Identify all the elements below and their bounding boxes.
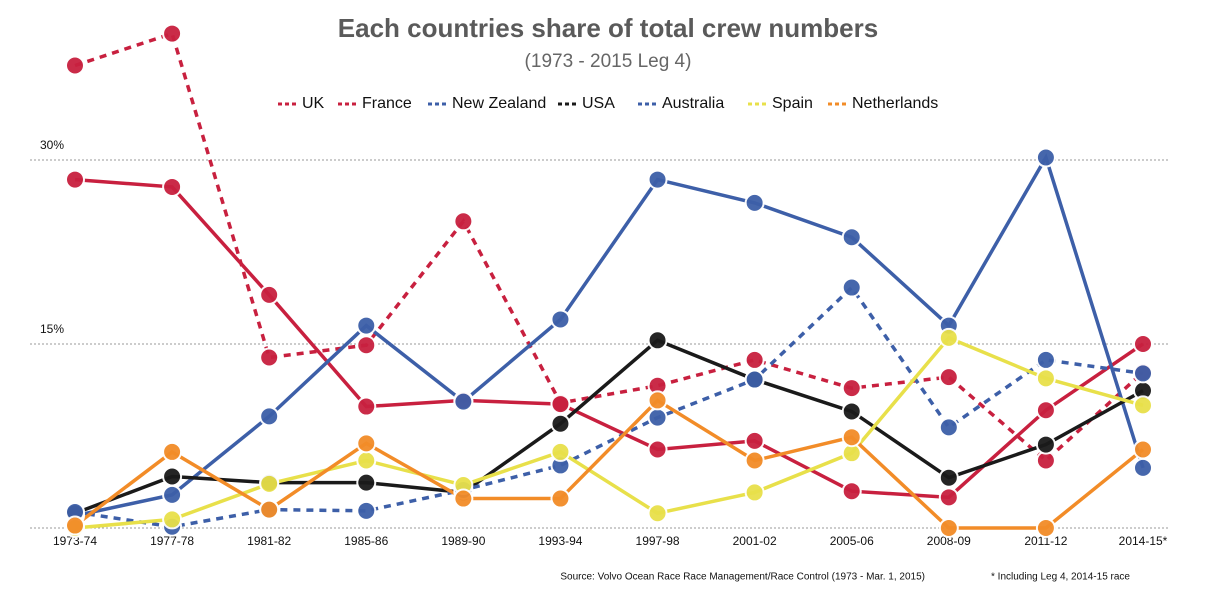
- x-tick-label: 2011-12: [1024, 534, 1067, 548]
- series-line: [74, 153, 1145, 518]
- x-tick-label: 1993-94: [538, 534, 582, 548]
- footnote: * Including Leg 4, 2014-15 race: [991, 572, 1130, 583]
- data-point: [938, 518, 959, 538]
- data-point: [938, 367, 959, 388]
- legend-label: New Zealand: [452, 95, 546, 112]
- legend-label: France: [362, 95, 412, 112]
- data-point: [647, 169, 668, 190]
- data-point: [647, 390, 668, 411]
- data-point: [550, 413, 571, 434]
- x-tick-label: 2008-09: [927, 534, 971, 548]
- series-line: [74, 31, 1145, 463]
- data-point: [744, 430, 765, 451]
- data-point: [162, 23, 183, 44]
- data-point: [1035, 518, 1056, 538]
- data-point: [65, 169, 85, 190]
- data-point: [744, 482, 765, 503]
- data-point: [938, 487, 959, 508]
- chart-title: Each countries share of total crew numbe…: [338, 13, 878, 43]
- series-line: [74, 335, 1144, 530]
- source: Source: Volvo Ocean Race Race Management…: [560, 572, 925, 583]
- data-point: [356, 500, 377, 521]
- x-tick-label: 1989-90: [441, 534, 485, 548]
- x-tick-label: 1997-98: [636, 534, 680, 548]
- data-point: [550, 309, 571, 330]
- data-point: [1133, 363, 1153, 384]
- x-tick-label: 1973-74: [53, 534, 97, 548]
- data-point: [647, 330, 668, 351]
- data-point: [1035, 368, 1056, 389]
- data-point: [1035, 434, 1056, 455]
- x-tick-label: 1981-82: [247, 534, 291, 548]
- data-point: [65, 55, 85, 76]
- data-point: [841, 481, 862, 502]
- data-point: [65, 515, 85, 536]
- data-point: [1133, 333, 1153, 354]
- x-tick-label: 1985-86: [344, 534, 388, 548]
- legend-label: UK: [302, 95, 325, 112]
- data-point: [259, 473, 280, 494]
- data-point: [744, 450, 765, 471]
- legend-label: Spain: [772, 95, 813, 112]
- data-point: [550, 441, 571, 462]
- x-tick-label: 2001-02: [733, 534, 777, 548]
- data-point: [1035, 400, 1056, 421]
- x-tick-label: 2005-06: [830, 534, 874, 548]
- data-point: [938, 467, 959, 488]
- x-tick-label: 1977-78: [150, 534, 194, 548]
- data-point: [647, 407, 668, 428]
- data-point: [356, 396, 377, 417]
- data-point: [259, 347, 280, 368]
- chart-subtitle: (1973 - 2015 Leg 4): [525, 51, 692, 72]
- series-line: [73, 398, 1145, 530]
- data-point: [550, 394, 571, 415]
- data-point: [162, 441, 183, 462]
- data-point: [647, 439, 668, 460]
- data-point: [1035, 147, 1056, 168]
- data-point: [841, 227, 862, 248]
- data-point: [647, 503, 668, 524]
- data-point: [841, 427, 862, 448]
- legend-label: USA: [582, 95, 615, 112]
- data-point: [841, 378, 862, 399]
- legend-label: Netherlands: [852, 95, 938, 112]
- data-point: [162, 466, 183, 487]
- series-line: [74, 177, 1144, 500]
- data-point: [259, 406, 280, 427]
- data-point: [841, 401, 862, 422]
- data-point: [841, 277, 862, 298]
- data-point: [1133, 457, 1153, 478]
- data-point: [356, 472, 377, 493]
- data-point: [938, 327, 959, 348]
- data-point: [259, 499, 280, 520]
- y-tick-label: 15%: [40, 322, 64, 336]
- data-point: [356, 450, 377, 471]
- data-point: [453, 211, 474, 232]
- data-point: [356, 335, 377, 356]
- data-point: [1035, 349, 1056, 370]
- data-point: [162, 176, 183, 197]
- data-point: [162, 484, 183, 505]
- data-point: [550, 488, 571, 509]
- series-line: [74, 284, 1144, 529]
- data-point: [162, 509, 183, 530]
- data-point: [744, 349, 765, 370]
- data-point: [356, 315, 377, 336]
- y-tick-label: 30%: [40, 138, 64, 152]
- data-point: [744, 192, 765, 213]
- data-point: [1133, 395, 1153, 416]
- legend-label: Australia: [662, 95, 724, 112]
- data-point: [744, 369, 765, 390]
- x-tick-label: 2014-15*: [1119, 534, 1168, 548]
- data-point: [356, 433, 377, 454]
- data-point: [1133, 439, 1153, 460]
- data-point: [938, 417, 959, 438]
- data-point: [259, 284, 280, 305]
- data-point: [453, 391, 474, 412]
- data-point: [453, 488, 474, 509]
- series-line: [74, 338, 1144, 515]
